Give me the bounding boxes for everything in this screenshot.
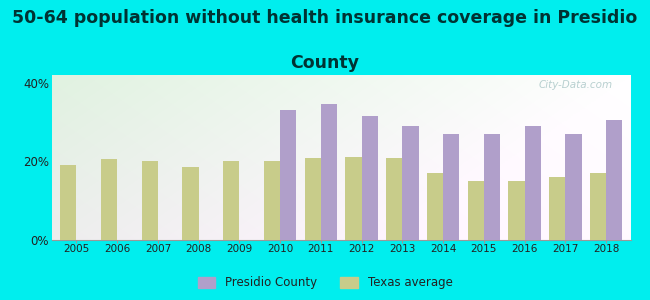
Bar <box>361 116 378 240</box>
Bar <box>101 160 117 240</box>
Bar <box>402 126 419 240</box>
Bar <box>525 126 541 240</box>
Text: 50-64 population without health insurance coverage in Presidio: 50-64 population without health insuranc… <box>12 9 638 27</box>
Bar <box>142 160 158 240</box>
Bar <box>484 134 500 240</box>
Text: City-Data.com: City-Data.com <box>539 80 613 90</box>
Bar <box>305 158 321 240</box>
Bar <box>280 110 296 240</box>
Bar <box>566 134 582 240</box>
Bar <box>590 173 606 240</box>
Text: County: County <box>291 54 359 72</box>
Bar <box>606 120 622 240</box>
Bar <box>264 161 280 240</box>
Bar <box>549 177 566 240</box>
Bar <box>427 173 443 240</box>
Legend: Presidio County, Texas average: Presidio County, Texas average <box>193 272 457 294</box>
Bar <box>60 165 77 240</box>
Bar <box>467 181 484 240</box>
Bar <box>345 157 361 240</box>
Bar <box>223 161 239 240</box>
Bar <box>386 158 402 240</box>
Bar <box>508 181 525 240</box>
Bar <box>321 104 337 240</box>
Bar <box>443 134 460 240</box>
Bar <box>183 167 199 240</box>
